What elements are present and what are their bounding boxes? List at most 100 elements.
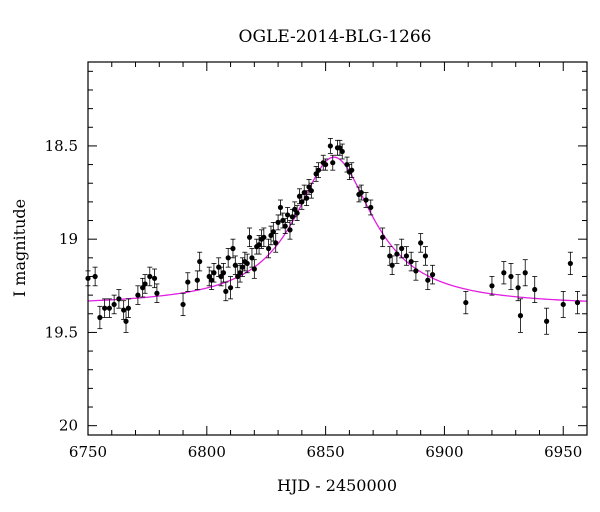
point-marker bbox=[327, 143, 333, 149]
point-marker bbox=[368, 204, 374, 211]
point-marker bbox=[225, 255, 231, 261]
data-point bbox=[463, 290, 469, 315]
data-point bbox=[125, 298, 131, 318]
point-marker bbox=[399, 245, 405, 252]
data-point bbox=[339, 143, 345, 160]
point-marker bbox=[235, 273, 241, 280]
point-marker bbox=[275, 219, 281, 225]
data-point bbox=[206, 266, 212, 287]
point-marker bbox=[413, 268, 419, 274]
point-marker bbox=[389, 262, 395, 268]
data-point bbox=[227, 276, 234, 300]
data-point bbox=[261, 227, 267, 248]
point-marker bbox=[294, 210, 300, 216]
data-point bbox=[92, 266, 98, 287]
point-marker bbox=[508, 273, 514, 280]
data-point bbox=[418, 233, 424, 253]
point-marker bbox=[315, 167, 322, 173]
data-point bbox=[208, 270, 215, 290]
point-marker bbox=[429, 272, 436, 278]
data-point bbox=[567, 251, 573, 276]
point-marker bbox=[337, 145, 343, 151]
model-curve bbox=[87, 156, 588, 302]
y-tick-label: 18.5 bbox=[45, 137, 78, 155]
data-point bbox=[349, 162, 355, 179]
x-tick-label: 6950 bbox=[544, 443, 582, 461]
point-marker bbox=[135, 292, 141, 298]
data-point bbox=[106, 298, 112, 318]
point-marker bbox=[339, 148, 345, 155]
data-point bbox=[292, 201, 298, 218]
point-marker bbox=[501, 270, 507, 276]
point-marker bbox=[211, 270, 217, 276]
data-point bbox=[244, 253, 250, 274]
point-marker bbox=[349, 167, 355, 173]
point-marker bbox=[422, 253, 429, 259]
data-point bbox=[273, 233, 279, 253]
data-point bbox=[308, 182, 314, 199]
y-tick-label: 20 bbox=[59, 417, 78, 435]
data-point bbox=[363, 192, 369, 208]
data-point bbox=[544, 307, 550, 335]
point-marker bbox=[313, 171, 319, 177]
data-point bbox=[246, 227, 253, 248]
data-point bbox=[282, 218, 288, 234]
point-marker bbox=[230, 245, 236, 252]
point-marker bbox=[197, 258, 203, 265]
data-point bbox=[211, 263, 217, 283]
data-point bbox=[185, 272, 191, 292]
y-tick-label: 19 bbox=[59, 230, 78, 248]
data-point bbox=[249, 248, 255, 268]
point-marker bbox=[111, 301, 117, 308]
point-marker bbox=[244, 260, 250, 267]
data-point bbox=[268, 225, 274, 246]
data-points-layer bbox=[85, 138, 581, 335]
axes-layer bbox=[87, 61, 588, 436]
x-axis-label: HJD - 2450000 bbox=[277, 476, 397, 495]
data-point bbox=[280, 212, 286, 229]
point-marker bbox=[418, 240, 424, 246]
data-point bbox=[403, 246, 410, 266]
data-point bbox=[337, 139, 343, 156]
point-marker bbox=[180, 301, 186, 308]
data-point bbox=[501, 261, 507, 285]
y-axis-label: I magnitude bbox=[10, 199, 29, 297]
data-point bbox=[522, 259, 528, 287]
point-marker bbox=[237, 270, 243, 276]
point-marker bbox=[489, 283, 495, 289]
data-point bbox=[408, 251, 414, 272]
point-marker bbox=[403, 253, 410, 259]
data-point bbox=[251, 259, 257, 279]
point-marker bbox=[308, 188, 314, 194]
point-marker bbox=[140, 285, 146, 291]
data-point bbox=[425, 270, 431, 290]
data-point bbox=[315, 162, 322, 179]
point-marker bbox=[142, 281, 148, 287]
data-point bbox=[368, 199, 374, 216]
data-point bbox=[180, 292, 186, 317]
point-marker bbox=[256, 242, 262, 248]
data-point bbox=[147, 266, 153, 287]
data-point bbox=[294, 205, 300, 221]
data-point bbox=[265, 238, 272, 259]
point-marker bbox=[92, 273, 98, 280]
data-point bbox=[135, 285, 141, 305]
point-marker bbox=[125, 305, 131, 311]
point-marker bbox=[287, 227, 293, 233]
data-point bbox=[154, 283, 160, 303]
point-marker bbox=[515, 285, 521, 291]
point-marker bbox=[151, 275, 158, 281]
point-marker bbox=[394, 251, 400, 257]
point-marker bbox=[116, 296, 122, 302]
point-marker bbox=[251, 266, 257, 272]
y-tick-label: 19.5 bbox=[45, 323, 78, 341]
point-marker bbox=[522, 270, 528, 276]
point-marker bbox=[304, 195, 310, 201]
data-point bbox=[394, 244, 400, 264]
point-marker bbox=[246, 234, 253, 240]
point-marker bbox=[285, 212, 291, 218]
data-point bbox=[304, 190, 310, 207]
point-marker bbox=[306, 184, 312, 190]
point-marker bbox=[463, 299, 469, 306]
